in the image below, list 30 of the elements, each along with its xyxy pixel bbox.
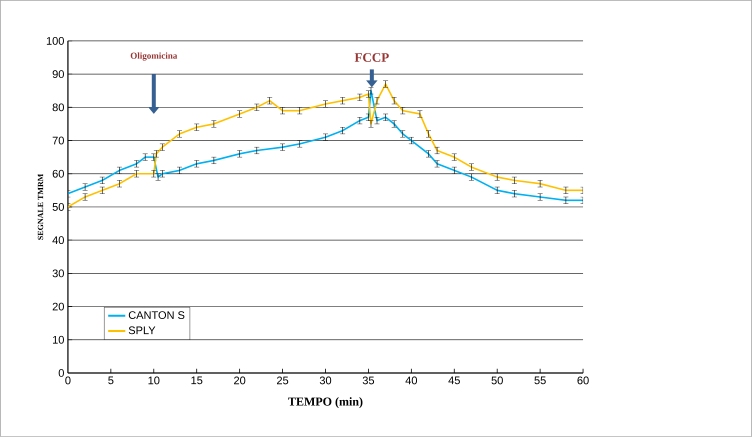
x-tick-label: 35	[362, 376, 374, 384]
y-tick-label: 20	[52, 302, 64, 311]
y-tick-label: 100	[46, 37, 64, 45]
x-tick-label: 45	[448, 376, 460, 384]
x-tick-label: 5	[108, 376, 114, 384]
x-tick-label: 55	[534, 376, 546, 384]
annotation: FCCP	[354, 53, 389, 62]
x-tick-label: 15	[191, 376, 202, 384]
y-tick-label: 90	[52, 70, 64, 78]
y-axis-title: SEGNALE TMRM	[38, 174, 44, 240]
x-tick-label: 25	[276, 376, 288, 384]
y-tick-label: 0	[58, 369, 64, 377]
y-tick-label: 10	[52, 336, 64, 344]
y-tick-label: 70	[52, 136, 64, 144]
y-tick-label: 30	[52, 270, 64, 278]
x-tick-label: 0	[65, 376, 71, 384]
x-tick-label: 50	[492, 376, 503, 384]
y-tick-label: 50	[52, 203, 64, 211]
y-tick-label: 40	[52, 236, 64, 244]
x-tick-label: 30	[320, 376, 332, 384]
x-tick-label: 40	[405, 376, 418, 384]
y-tick-label: 80	[52, 103, 64, 112]
legend-label: SPLY	[128, 326, 156, 334]
legend-label: CANTON S	[128, 311, 184, 320]
annotation: Oligomicina	[130, 52, 178, 61]
x-axis-title: TEMPO (min)	[288, 397, 362, 408]
y-tick-label: 60	[52, 170, 64, 178]
x-tick-label: 20	[234, 376, 246, 384]
x-tick-label: 10	[148, 376, 160, 384]
x-tick-label: 60	[577, 376, 589, 384]
